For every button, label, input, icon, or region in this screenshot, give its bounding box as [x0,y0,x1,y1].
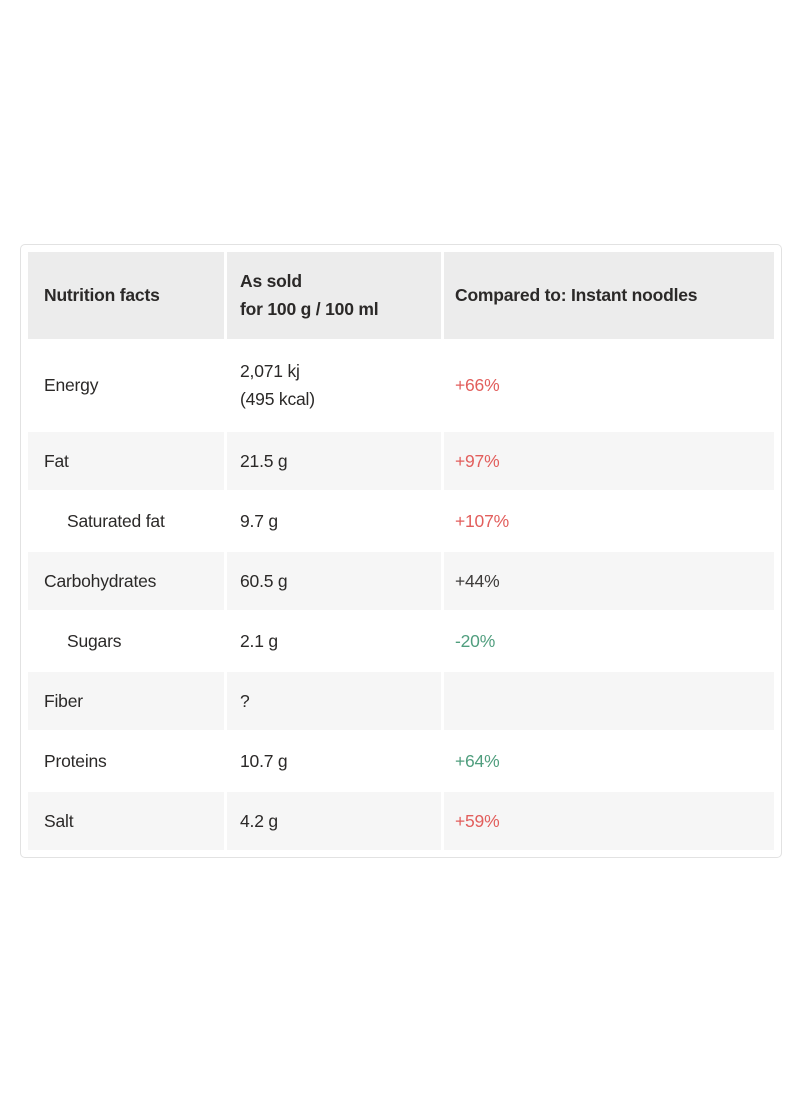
nutrient-label-carbohydrates: Carbohydrates [28,552,224,610]
nutrition-facts-card: Nutrition facts As sold for 100 g / 100 … [20,244,782,858]
nutrient-label-sugars: Sugars [28,612,224,670]
nutrient-label-proteins: Proteins [28,732,224,790]
nutrient-comparison-fiber [444,672,774,730]
header-compared-to: Compared to: Instant noodles [444,252,774,339]
nutrient-label-saturated-fat: Saturated fat [28,492,224,550]
nutrient-value-proteins: 10.7 g [227,732,441,790]
header-nutrition-facts: Nutrition facts [28,252,224,339]
nutrition-table: Nutrition facts As sold for 100 g / 100 … [28,252,774,850]
nutrient-label-salt: Salt [28,792,224,850]
nutrient-value-fiber: ? [227,672,441,730]
nutrient-value-salt: 4.2 g [227,792,441,850]
nutrient-label-energy: Energy [28,341,224,430]
nutrient-comparison-saturated-fat: +107% [444,492,774,550]
nutrient-comparison-proteins: +64% [444,732,774,790]
nutrient-comparison-sugars: -20% [444,612,774,670]
nutrient-comparison-energy: +66% [444,341,774,430]
nutrient-value-fat: 21.5 g [227,432,441,490]
nutrient-value-saturated-fat: 9.7 g [227,492,441,550]
nutrient-comparison-fat: +97% [444,432,774,490]
nutrient-comparison-salt: +59% [444,792,774,850]
nutrient-label-fat: Fat [28,432,224,490]
nutrient-label-fiber: Fiber [28,672,224,730]
nutrient-value-energy: 2,071 kj (495 kcal) [227,341,441,430]
nutrient-value-carbohydrates: 60.5 g [227,552,441,610]
nutrient-value-sugars: 2.1 g [227,612,441,670]
nutrient-comparison-carbohydrates: +44% [444,552,774,610]
header-as-sold: As sold for 100 g / 100 ml [227,252,441,339]
